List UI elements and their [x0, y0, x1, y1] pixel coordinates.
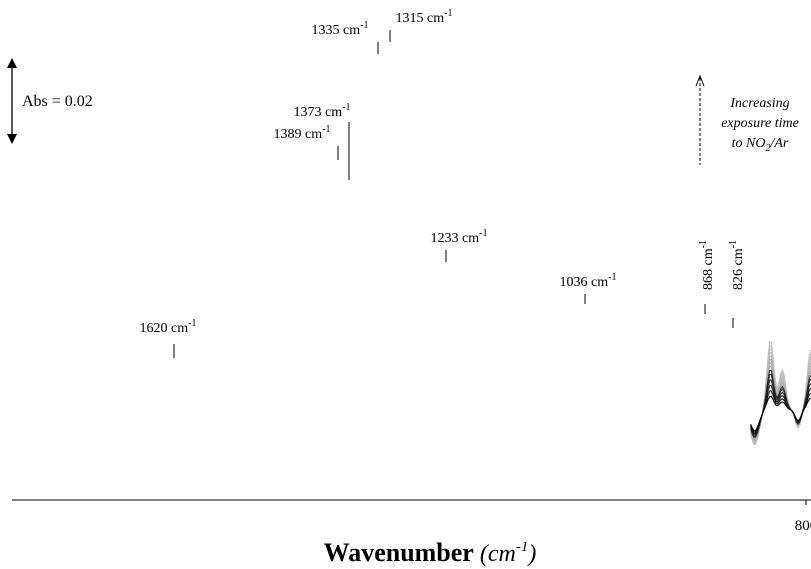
peak-label: 1389 cm-1: [274, 124, 331, 142]
peak-label: 1233 cm-1: [431, 228, 488, 246]
exposure-note-line1: Increasing: [729, 96, 789, 111]
peak-annotations-group: 1620 cm-1 1389 cm-1 1373 cm-1 1335 cm-1 1315…: [140, 8, 746, 358]
peak-label: 1315 cm-1: [396, 8, 453, 26]
peak-label: 868 cm-1: [698, 240, 716, 290]
x-tick-group: 18001600140012001000800: [795, 500, 811, 534]
abs-scale-label: Abs = 0.02: [22, 93, 93, 110]
peak-label: 1373 cm-1: [294, 102, 351, 120]
exposure-note-line3: to NO2/Ar: [732, 136, 789, 154]
x-axis-title: Wavenumber: [324, 538, 474, 567]
spectra-series-group: [750, 341, 811, 446]
abs-scale-bar: Abs = 0.02: [7, 58, 93, 144]
spectrum-line: [750, 395, 811, 432]
exposure-arrow-note: Increasing exposure time to NO2/Ar: [695, 74, 799, 165]
peak-label: 1620 cm-1: [140, 318, 197, 336]
x-axis-unit: (cm-1): [480, 539, 536, 567]
x-axis-label: Wavenumber (cm-1): [324, 538, 537, 567]
peak-label: 1036 cm-1: [560, 272, 617, 290]
peak-label: 826 cm-1: [728, 240, 746, 290]
x-tick-label: 800: [795, 518, 811, 534]
exposure-note-line2: exposure time: [721, 116, 799, 131]
peak-label: 1335 cm-1: [312, 20, 369, 38]
